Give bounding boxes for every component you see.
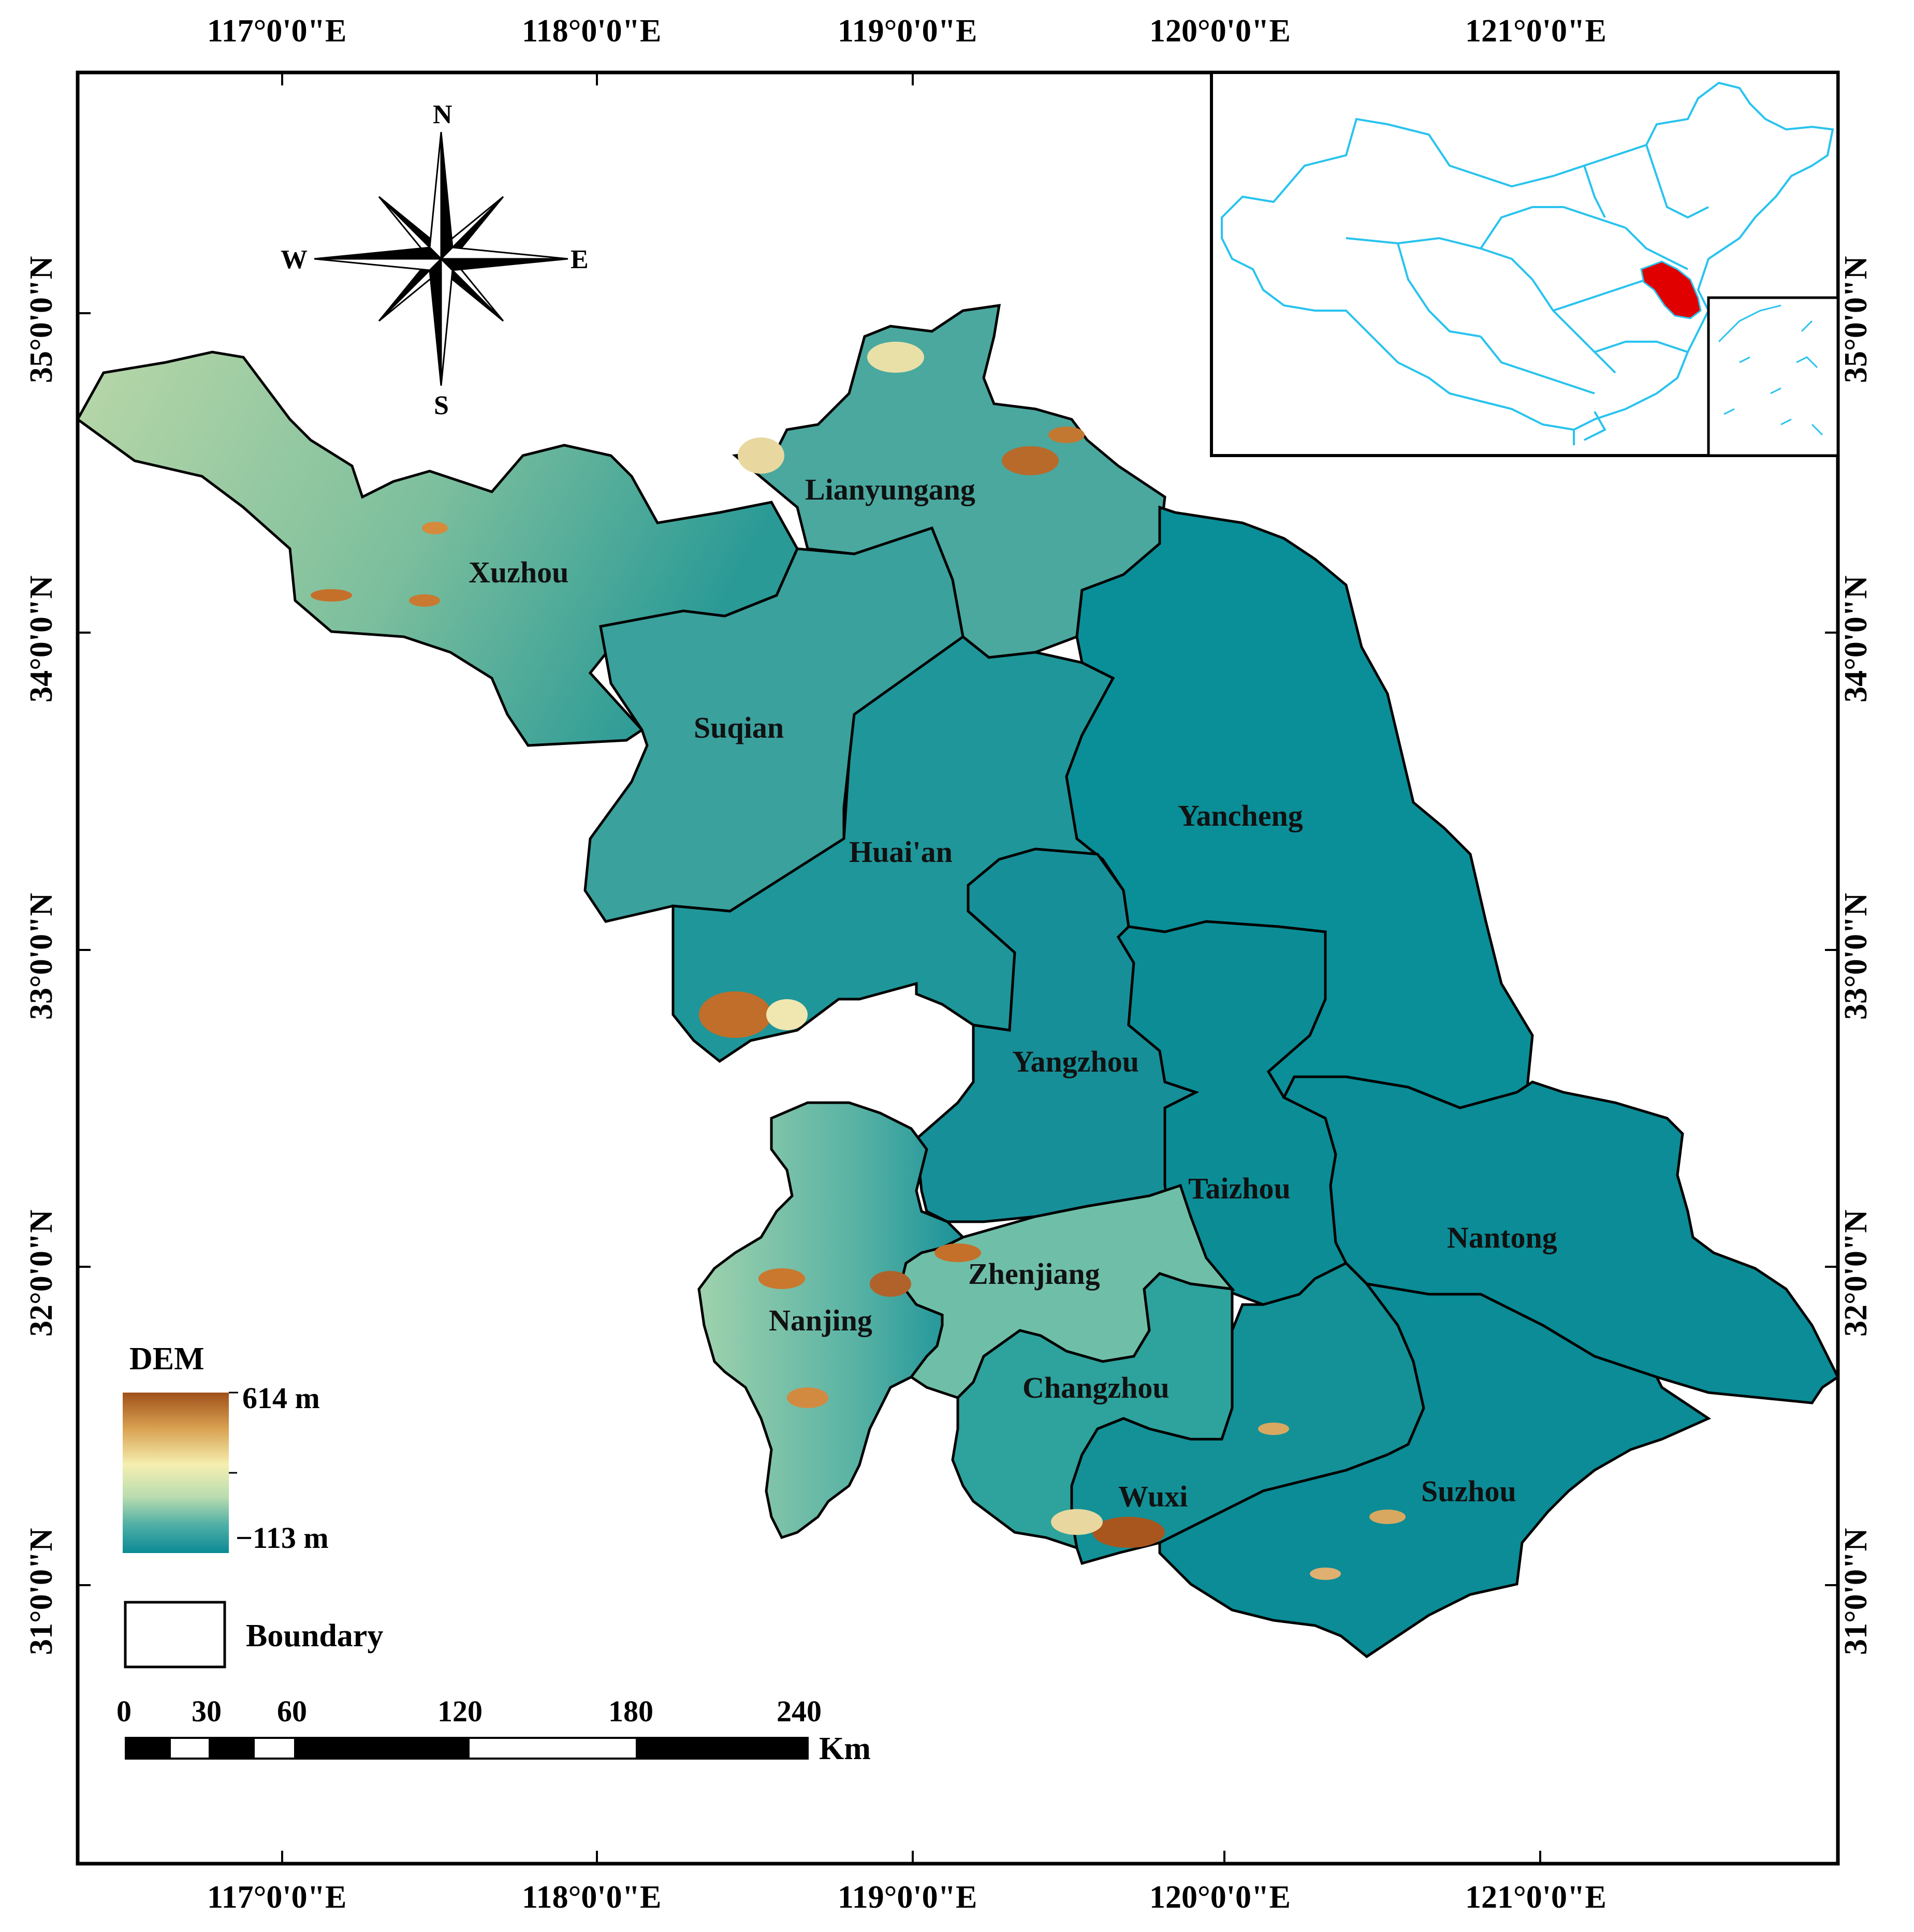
dem-max-label: 614 m: [242, 1381, 320, 1415]
scale-tick-label: 30: [192, 1694, 222, 1728]
scale-tick-label: 0: [116, 1694, 132, 1728]
compass-rose: N S E W: [281, 100, 589, 420]
compass-n-label: N: [433, 100, 452, 129]
lat-label-right: 31°0'0"N: [1838, 1528, 1874, 1655]
compass-e-label: E: [571, 245, 589, 274]
jiangsu-province: [76, 304, 1840, 1659]
dem-legend-title: DEM: [129, 1341, 204, 1377]
lat-label-left: 35°0'0"N: [24, 256, 59, 383]
city-label-huaian: Huai'an: [849, 835, 953, 869]
city-labels: Lianyungang Xuzhou Suqian Huai'an Yanche…: [469, 473, 1557, 1513]
city-label-changzhou: Changzhou: [1022, 1371, 1170, 1404]
city-label-nanjing: Nanjing: [769, 1304, 872, 1337]
city-label-wuxi: Wuxi: [1118, 1480, 1188, 1513]
lat-label-right: 33°0'0"N: [1838, 893, 1874, 1020]
lon-label-bottom: 119°0'0"E: [838, 1880, 977, 1915]
scale-tick-label: 60: [277, 1694, 307, 1728]
lon-label-top: 121°0'0"E: [1465, 13, 1606, 49]
region-nanjing: [697, 1101, 966, 1540]
city-label-taizhou: Taizhou: [1188, 1172, 1291, 1205]
region-suzhou: [1158, 1262, 1712, 1659]
boundary-legend: Boundary: [124, 1601, 383, 1668]
compass-star-icon: [314, 131, 568, 386]
lat-labels-left: 35°0'0"N 34°0'0"N 33°0'0"N 32°0'0"N 31°0…: [24, 256, 59, 1655]
lon-label-bottom: 118°0'0"E: [522, 1880, 661, 1915]
scale-tick-label: 240: [777, 1694, 822, 1728]
lon-label-top: 120°0'0"E: [1149, 13, 1291, 49]
city-label-suqian: Suqian: [694, 711, 784, 744]
lon-label-top: 117°0'0"E: [207, 13, 346, 49]
dem-legend: DEM 614 m −113 m: [123, 1341, 329, 1555]
boundary-swatch: [124, 1601, 226, 1668]
lat-label-right: 32°0'0"N: [1838, 1210, 1874, 1337]
relief-patches: [311, 342, 1406, 1580]
scale-tick-label: 180: [608, 1694, 653, 1728]
inset-south-china-sea-islands: [1718, 304, 1823, 436]
lon-labels-top: 117°0'0"E 118°0'0"E 119°0'0"E 120°0'0"E …: [207, 13, 1606, 49]
city-label-zhenjiang: Zhenjiang: [968, 1257, 1100, 1291]
lat-label-right: 34°0'0"N: [1838, 576, 1874, 702]
boundary-label: Boundary: [246, 1618, 383, 1653]
city-label-yangzhou: Yangzhou: [1012, 1045, 1139, 1078]
map-frame: [76, 70, 1840, 1866]
city-label-nantong: Nantong: [1447, 1221, 1557, 1254]
dem-colorbar: [123, 1393, 229, 1553]
lat-label-left: 31°0'0"N: [24, 1528, 59, 1655]
inset-china-outline: [1221, 81, 1834, 445]
inset-map: [1210, 71, 1839, 457]
scale-tick-label: 120: [437, 1694, 483, 1728]
lon-label-bottom: 121°0'0"E: [1465, 1880, 1606, 1915]
lat-labels-right: 35°0'0"N 34°0'0"N 33°0'0"N 32°0'0"N 31°0…: [1838, 256, 1874, 1655]
lat-label-right: 35°0'0"N: [1838, 256, 1874, 383]
city-label-xuzhou: Xuzhou: [469, 555, 568, 589]
compass-s-label: S: [434, 391, 449, 420]
compass-w-label: W: [281, 245, 308, 274]
scale-bar: 0 30 60 120 180 240 Km: [116, 1694, 871, 1766]
dem-min-label: −113 m: [236, 1521, 329, 1555]
lon-label-bottom: 120°0'0"E: [1149, 1880, 1291, 1915]
lon-labels-bottom: 117°0'0"E 118°0'0"E 119°0'0"E 120°0'0"E …: [207, 1880, 1606, 1915]
lat-label-left: 34°0'0"N: [24, 576, 59, 702]
city-label-suzhou: Suzhou: [1421, 1474, 1516, 1508]
inset-jiangsu-highlight: [1640, 260, 1702, 319]
scale-unit-label: Km: [819, 1731, 871, 1766]
city-label-yancheng: Yancheng: [1178, 799, 1303, 832]
lon-label-bottom: 117°0'0"E: [207, 1880, 346, 1915]
lon-label-top: 119°0'0"E: [838, 13, 977, 49]
lat-label-left: 32°0'0"N: [24, 1210, 59, 1337]
lon-label-top: 118°0'0"E: [522, 13, 661, 49]
city-label-lianyungang: Lianyungang: [805, 473, 975, 506]
lat-label-left: 33°0'0"N: [24, 893, 59, 1020]
